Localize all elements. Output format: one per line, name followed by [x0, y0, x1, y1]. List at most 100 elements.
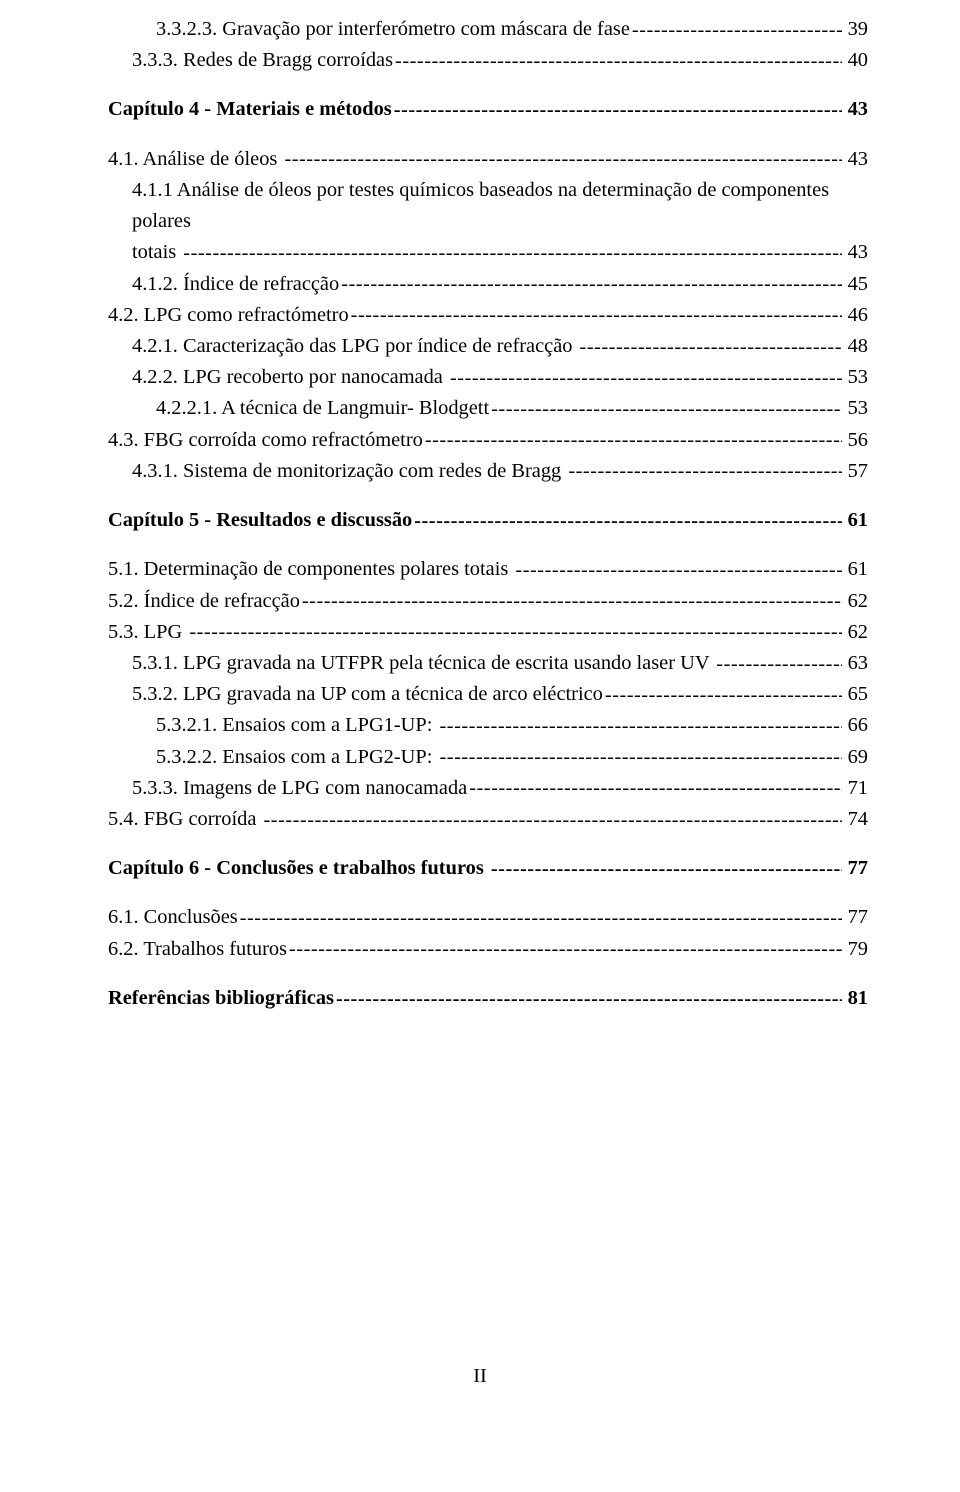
toc-leader	[469, 773, 841, 793]
toc-page: 62	[844, 617, 868, 648]
toc-label: 4.3. FBG corroída como refractómetro	[108, 425, 423, 456]
toc-gap	[108, 835, 868, 853]
toc-leader	[240, 903, 842, 923]
toc-label: 3.3.3. Redes de Bragg corroídas	[132, 45, 393, 76]
toc-label-tail: totais	[132, 237, 181, 268]
toc-label: 4.2.2.1. A técnica de Langmuir- Blodgett	[156, 393, 489, 424]
toc-label: 5.3. LPG	[108, 617, 187, 648]
toc-page: 81	[844, 983, 868, 1014]
toc-page: 40	[844, 45, 868, 76]
toc-entry: 3.3.3. Redes de Bragg corroídas 40	[108, 45, 868, 76]
toc-page: 77	[844, 902, 868, 933]
toc-entry: 4.1. Análise de óleos 43	[108, 144, 868, 175]
toc-entry: 4.1.2. Índice de refracção 45	[108, 269, 868, 300]
toc-label: 5.1. Determinação de componentes polares…	[108, 554, 513, 585]
toc-entry: Capítulo 5 - Resultados e discussão 61	[108, 505, 868, 536]
page-number: II	[0, 1361, 960, 1392]
toc-page: 77	[844, 853, 868, 884]
toc-leader	[183, 238, 841, 258]
toc-leader	[336, 984, 842, 1004]
toc-leader	[284, 144, 841, 164]
toc-page: 74	[844, 804, 868, 835]
toc-label: 4.3.1. Sistema de monitorização com rede…	[132, 456, 566, 487]
toc-page: 79	[844, 934, 868, 965]
toc-page: 62	[844, 586, 868, 617]
toc-label: Referências bibliográficas	[108, 983, 334, 1014]
toc-entry: 4.2. LPG como refractómetro 46	[108, 300, 868, 331]
toc-entry: 4.1.1 Análise de óleos por testes químic…	[108, 175, 868, 269]
toc-label: 4.1.2. Índice de refracção	[132, 269, 339, 300]
toc-label: 3.3.2.3. Gravação por interferómetro com…	[156, 14, 630, 45]
toc-entry: 5.3.2.1. Ensaios com a LPG1-UP: 66	[108, 710, 868, 741]
toc-page: 43	[844, 237, 868, 268]
toc-label: 4.1.1 Análise de óleos por testes químic…	[132, 179, 829, 232]
toc-label: 5.3.2. LPG gravada na UP com a técnica d…	[132, 679, 603, 710]
toc-leader	[491, 854, 842, 874]
toc-entry: 5.4. FBG corroída 74	[108, 804, 868, 835]
toc-page: 53	[844, 362, 868, 393]
toc-entry: 4.2.2.1. A técnica de Langmuir- Blodgett…	[108, 393, 868, 424]
toc-label: Capítulo 6 - Conclusões e trabalhos futu…	[108, 853, 489, 884]
page: 3.3.2.3. Gravação por interferómetro com…	[0, 0, 960, 1492]
toc-label: 4.2.2. LPG recoberto por nanocamada	[132, 362, 448, 393]
toc-entry: 5.3.2. LPG gravada na UP com a técnica d…	[108, 679, 868, 710]
toc-gap	[108, 884, 868, 902]
toc-page: 63	[844, 648, 868, 679]
toc-page: 45	[844, 269, 868, 300]
toc-label: 4.2.1. Caracterização das LPG por índice…	[132, 331, 578, 362]
toc-entry: 4.2.1. Caracterização das LPG por índice…	[108, 331, 868, 362]
toc-label: 4.2. LPG como refractómetro	[108, 300, 349, 331]
toc-leader	[716, 649, 841, 669]
toc-page: 39	[844, 14, 868, 45]
toc-entry: Referências bibliográficas 81	[108, 983, 868, 1014]
toc-label: 5.3.1. LPG gravada na UTFPR pela técnica…	[132, 648, 714, 679]
toc-leader	[440, 711, 842, 731]
toc-leader	[189, 617, 841, 637]
toc-page: 48	[844, 331, 868, 362]
toc-leader	[491, 394, 841, 414]
toc-leader	[440, 742, 842, 762]
toc-leader	[450, 363, 842, 383]
toc-gap	[108, 76, 868, 94]
toc-leader	[395, 46, 842, 66]
toc-label: 6.2. Trabalhos futuros	[108, 934, 287, 965]
toc-entry: 4.3. FBG corroída como refractómetro 56	[108, 425, 868, 456]
toc-entry: 5.3. LPG 62	[108, 617, 868, 648]
toc-page: 56	[844, 425, 868, 456]
toc-leader	[263, 805, 841, 825]
toc-label: 4.1. Análise de óleos	[108, 144, 282, 175]
toc-page: 43	[844, 94, 868, 125]
toc-label: Capítulo 5 - Resultados e discussão	[108, 505, 412, 536]
toc-label: 5.3.3. Imagens de LPG com nanocamada	[132, 773, 467, 804]
toc-entry: 6.2. Trabalhos futuros 79	[108, 934, 868, 965]
toc-page: 61	[844, 505, 868, 536]
toc-entry: 4.2.2. LPG recoberto por nanocamada 53	[108, 362, 868, 393]
toc-leader	[580, 332, 842, 352]
toc-entry: 3.3.2.3. Gravação por interferómetro com…	[108, 14, 868, 45]
toc-gap	[108, 487, 868, 505]
toc-page: 57	[844, 456, 868, 487]
toc-entry: Capítulo 4 - Materiais e métodos 43	[108, 94, 868, 125]
toc-entry: 5.2. Índice de refracção 62	[108, 586, 868, 617]
toc-label: 5.3.2.1. Ensaios com a LPG1-UP:	[156, 710, 438, 741]
toc-page: 66	[844, 710, 868, 741]
toc-leader	[605, 680, 842, 700]
toc-page: 43	[844, 144, 868, 175]
toc-gap	[108, 536, 868, 554]
toc-entry: 5.3.2.2. Ensaios com a LPG2-UP: 69	[108, 742, 868, 773]
toc-page: 69	[844, 742, 868, 773]
toc-gap	[108, 965, 868, 983]
table-of-contents: 3.3.2.3. Gravação por interferómetro com…	[108, 14, 868, 1014]
toc-entry: Capítulo 6 - Conclusões e trabalhos futu…	[108, 853, 868, 884]
toc-label: 5.2. Índice de refracção	[108, 586, 300, 617]
toc-entry: 5.3.1. LPG gravada na UTFPR pela técnica…	[108, 648, 868, 679]
toc-leader	[568, 456, 841, 476]
toc-page: 65	[844, 679, 868, 710]
toc-page: 53	[844, 393, 868, 424]
toc-leader	[632, 15, 842, 35]
toc-leader	[351, 300, 842, 320]
toc-label: 5.4. FBG corroída	[108, 804, 261, 835]
toc-leader	[414, 506, 841, 526]
toc-label: 6.1. Conclusões	[108, 902, 238, 933]
toc-entry: 5.3.3. Imagens de LPG com nanocamada 71	[108, 773, 868, 804]
